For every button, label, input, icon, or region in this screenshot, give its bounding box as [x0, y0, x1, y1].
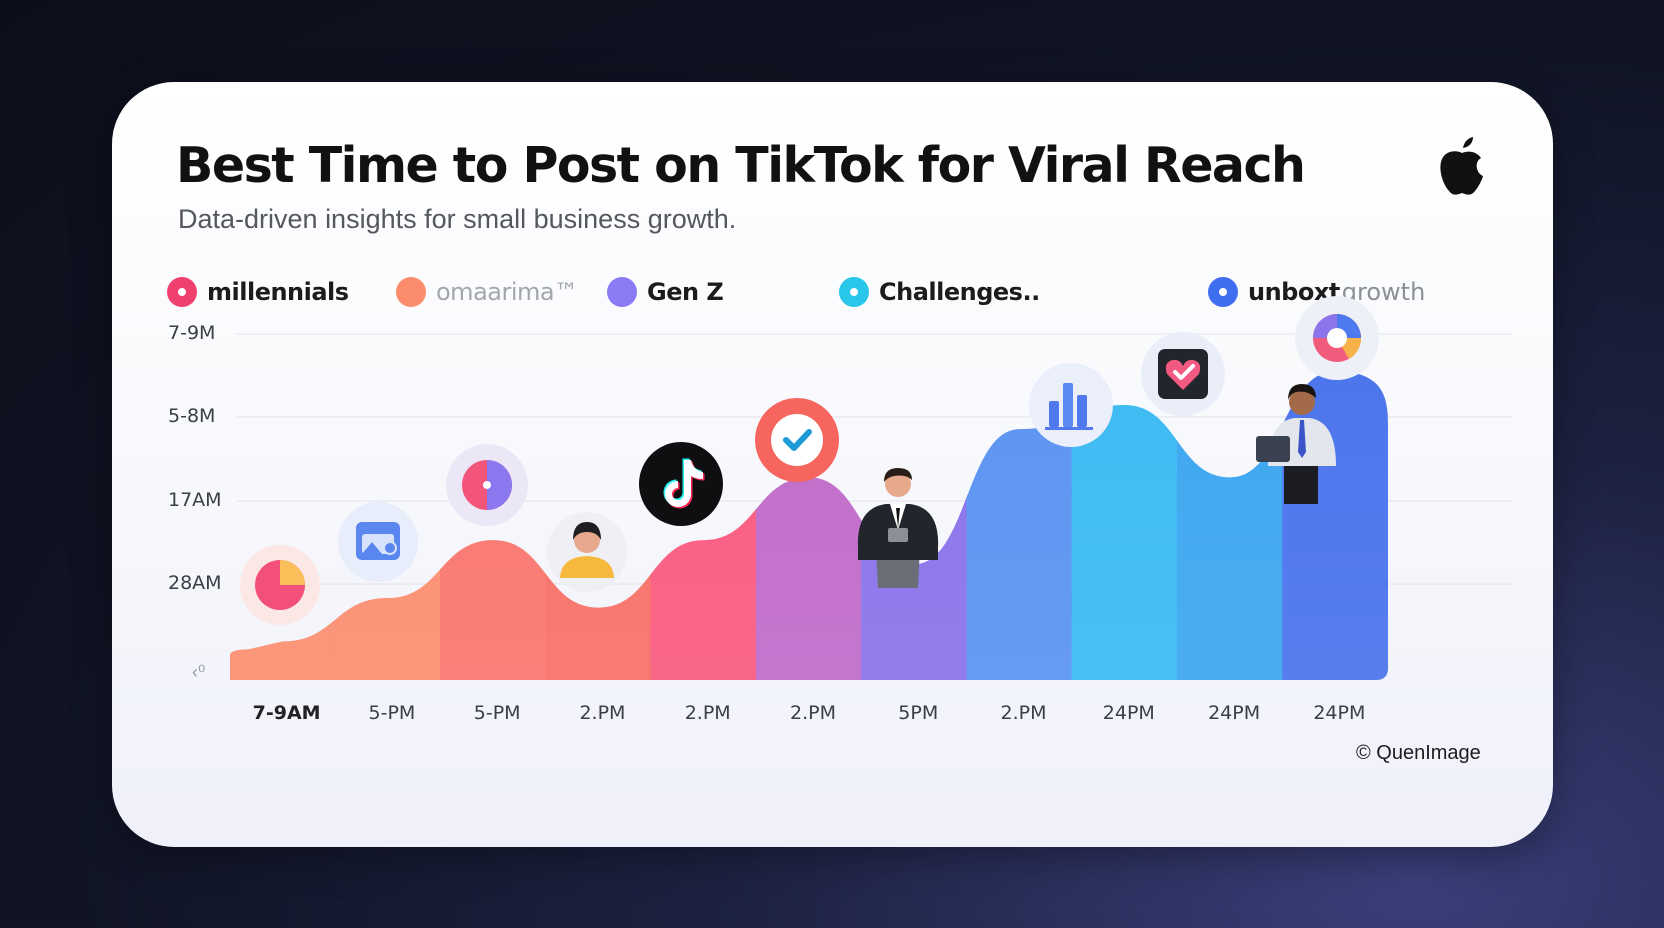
page-title: Best Time to Post on TikTok for Viral Re…	[176, 137, 1306, 194]
y-axis-glyph: ‹⁰	[192, 662, 206, 682]
y-tick-label: 5-8M	[168, 405, 216, 427]
y-tick-label: 28AM	[168, 572, 222, 594]
color-wheel-icon	[446, 444, 528, 526]
x-tick-label: 24PM	[1313, 702, 1366, 724]
legend-dot	[607, 277, 637, 307]
y-tick-label: 17AM	[168, 489, 222, 511]
legend-dot	[1208, 277, 1238, 307]
copyright-text: © QuenImage	[1356, 742, 1481, 764]
x-tick-label: 24PM	[1208, 702, 1261, 724]
legend-item-millennials: millennials	[167, 274, 349, 310]
chart-icons	[240, 296, 1379, 625]
legend-label: millennials	[207, 278, 349, 306]
x-tick-label: 7-9AM	[252, 702, 321, 724]
legend-item-omaarima: omaarima™	[396, 274, 578, 310]
x-tick-label: 5-PM	[473, 702, 521, 724]
heart-check-icon	[1141, 332, 1225, 416]
legend-label: Gen Z	[647, 278, 724, 306]
page-subtitle: Data-driven insights for small business …	[178, 204, 737, 234]
x-tick-label: 5PM	[898, 702, 939, 724]
x-tick-label: 2.PM	[790, 702, 836, 724]
tiktok-logo-icon	[639, 442, 723, 526]
legend-label: omaarima™	[436, 278, 578, 306]
x-tick-label: 5-PM	[368, 702, 416, 724]
businessman-icon	[857, 468, 939, 588]
man-with-tablet-icon	[1256, 384, 1336, 504]
x-tick-label: 24PM	[1102, 702, 1155, 724]
legend-dot	[396, 277, 426, 307]
x-tick-label: 2.PM	[684, 702, 731, 724]
x-tick-label: 2.PM	[579, 702, 626, 724]
legend-label: Challenges..	[879, 278, 1040, 306]
legend-dot	[167, 277, 197, 307]
person-icon	[547, 512, 627, 592]
photo-icon	[338, 502, 418, 582]
donut-chart-icon	[1295, 296, 1379, 380]
y-tick-label: 7-9M	[168, 322, 216, 344]
legend-item-challenges: Challenges..	[839, 274, 1040, 310]
legend-dot	[839, 277, 869, 307]
bar-chart-icon	[1029, 363, 1113, 447]
checkmark-icon	[755, 398, 839, 482]
x-tick-label: 2.PM	[1000, 702, 1047, 724]
pie-chart-icon	[240, 545, 320, 625]
infographic-card: Best Time to Post on TikTok for Viral Re…	[112, 82, 1553, 847]
legend-item-gen-z: Gen Z	[607, 274, 724, 310]
apple-logo-icon	[1440, 137, 1483, 195]
area-chart	[230, 296, 1512, 680]
